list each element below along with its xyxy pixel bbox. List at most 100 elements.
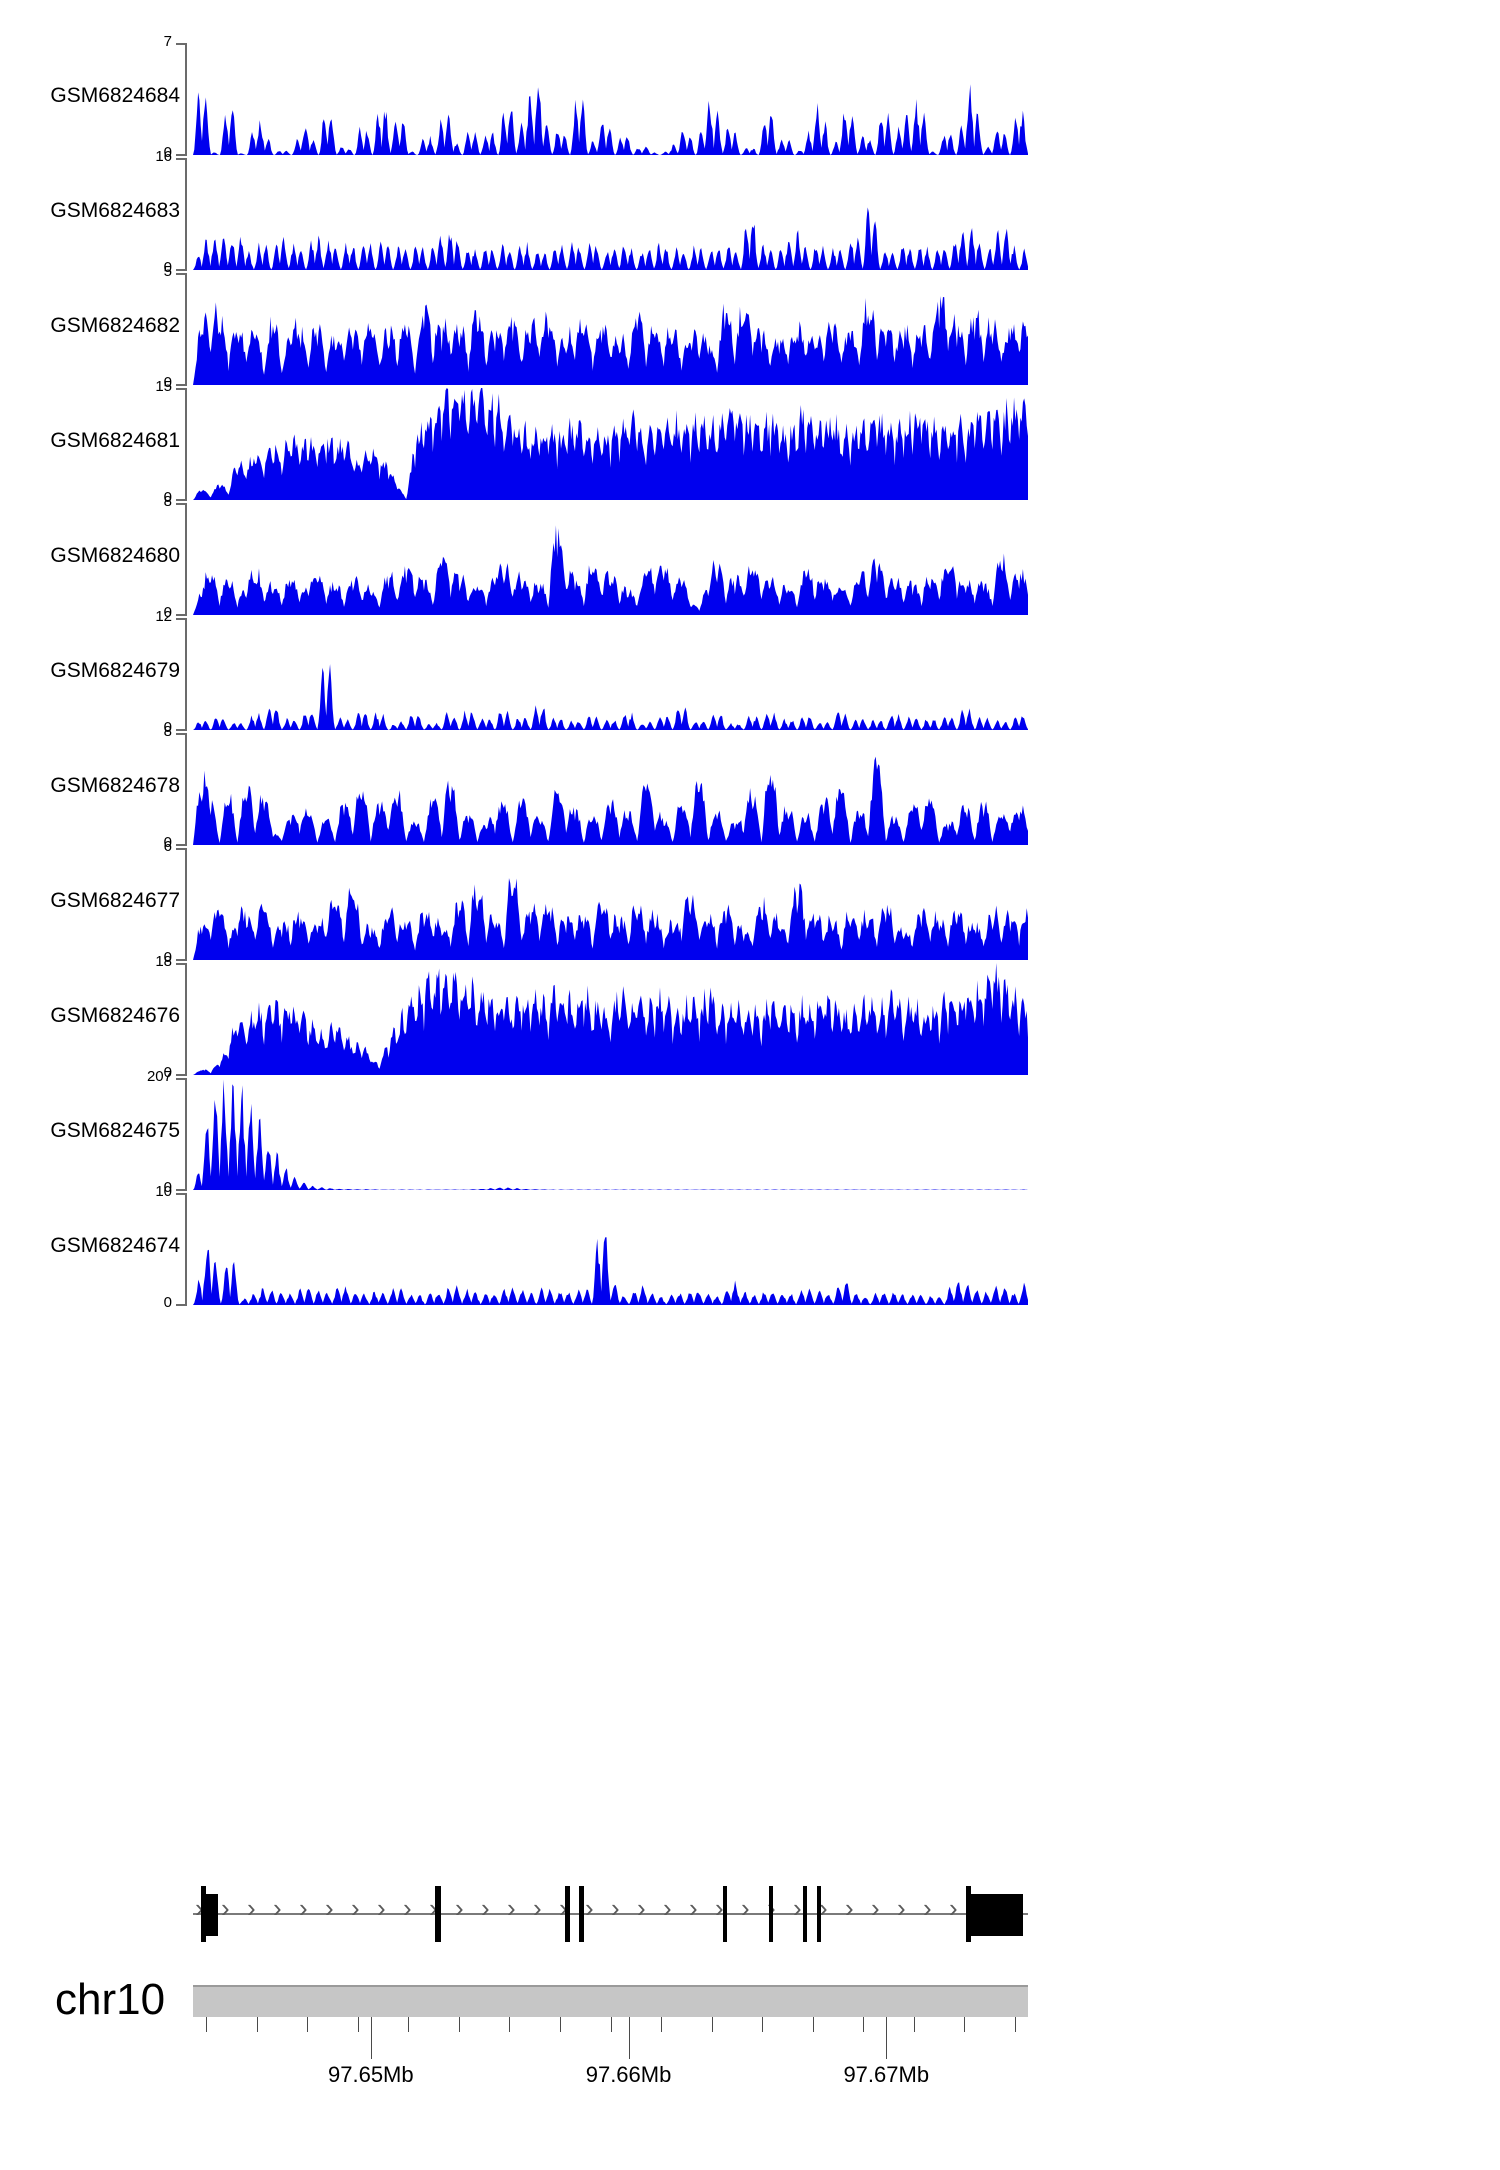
coverage-area-svg: [193, 388, 1028, 500]
y-axis-tick-min: [176, 384, 187, 386]
y-axis-tick-min: [176, 1304, 187, 1306]
y-axis-line: [185, 1078, 187, 1190]
y-axis-min-label: 0: [163, 489, 172, 506]
strand-arrow-icon: ›: [325, 1893, 334, 1923]
strand-arrow-icon: ›: [403, 1893, 412, 1923]
y-axis-tick-min: [176, 614, 187, 616]
gene-exon: [970, 1894, 1023, 1936]
y-axis-tick-max: [176, 273, 187, 275]
gene-exon-bar: [723, 1886, 728, 1942]
coverage-plot-area: [193, 503, 1028, 615]
coverage-plot-area: [193, 618, 1028, 730]
gene-exon-bar: [802, 1886, 807, 1942]
strand-arrow-icon: ›: [481, 1893, 490, 1923]
track-label-GSM6824684: GSM6824684: [50, 84, 180, 107]
ruler-minor-tick: [610, 2017, 612, 2032]
y-axis-tick-max: [176, 963, 187, 965]
coverage-track-GSM6824678: GSM6824678 8 0: [0, 723, 1500, 851]
ruler-minor-tick: [812, 2017, 814, 2032]
strand-arrow-icon: ›: [689, 1893, 698, 1923]
strand-arrow-icon: ›: [949, 1893, 958, 1923]
track-label-GSM6824681: GSM6824681: [50, 429, 180, 452]
ruler-minor-tick: [357, 2017, 359, 2032]
strand-arrow-icon: ›: [897, 1893, 906, 1923]
coverage-area-svg: [193, 207, 1028, 270]
coverage-plot-area: [193, 43, 1028, 155]
strand-arrow-icon: ›: [195, 1893, 204, 1923]
y-axis-min-label: 0: [163, 144, 172, 161]
ruler-minor-tick: [762, 2017, 764, 2032]
ruler-minor-tick: [711, 2017, 713, 2032]
track-label-GSM6824674: GSM6824674: [50, 1234, 180, 1257]
y-axis-max-label: 207: [146, 1068, 172, 1085]
coverage-area-svg: [193, 84, 1028, 155]
strand-arrow-icon: ›: [871, 1893, 880, 1923]
y-axis-max-label: 12: [155, 608, 172, 625]
track-label-GSM6824680: GSM6824680: [50, 544, 180, 567]
y-axis-min-label: 0: [163, 1064, 172, 1081]
ruler-label: 97.67Mb: [843, 2062, 930, 2087]
y-axis-max-label: 10: [155, 1183, 172, 1200]
track-label-GSM6824675: GSM6824675: [50, 1119, 180, 1142]
ruler-minor-tick: [206, 2017, 207, 2032]
y-axis-line: [185, 43, 187, 155]
strand-arrow-icon: ›: [663, 1893, 672, 1923]
ruler-minor-tick: [1015, 2017, 1016, 2032]
coverage-track-GSM6824676: GSM6824676 18 0: [0, 953, 1500, 1081]
strand-arrow-icon: ›: [351, 1893, 360, 1923]
track-label-GSM6824679: GSM6824679: [50, 659, 180, 682]
y-axis-line: [185, 273, 187, 385]
strand-arrow-icon: ›: [377, 1893, 386, 1923]
y-axis-line: [185, 388, 187, 500]
ruler-minor-tick: [964, 2017, 966, 2032]
y-axis-max-label: 8: [163, 493, 172, 510]
strand-arrow-icon: ›: [611, 1893, 620, 1923]
y-axis-tick-max: [176, 43, 187, 45]
y-axis-tick-min: [176, 844, 187, 846]
y-axis-min-label: 0: [163, 1179, 172, 1196]
y-axis-tick-max: [176, 1078, 187, 1080]
y-axis-min-label: 0: [163, 1294, 172, 1311]
track-label-GSM6824677: GSM6824677: [50, 889, 180, 912]
coverage-plot-area: [193, 963, 1028, 1075]
strand-arrow-icon: ›: [715, 1893, 724, 1923]
strand-arrow-icon: ›: [819, 1893, 828, 1923]
strand-arrow-icon: ›: [221, 1893, 230, 1923]
ruler-minor-tick: [661, 2017, 663, 2032]
y-axis-tick-min: [176, 154, 187, 156]
y-axis-max-label: 18: [155, 953, 172, 970]
y-axis-min-label: 0: [163, 604, 172, 621]
ruler-major-tick: [370, 2017, 372, 2059]
y-axis-tick-min: [176, 959, 187, 961]
ruler-minor-tick: [307, 2017, 309, 2032]
strand-arrow-icon: ›: [845, 1893, 854, 1923]
y-axis-max-label: 8: [163, 723, 172, 740]
coverage-plot-area: [193, 848, 1028, 960]
y-axis-min-label: 0: [163, 949, 172, 966]
ruler-minor-tick: [863, 2017, 865, 2032]
coverage-track-GSM6824674: GSM6824674 10 0: [0, 1183, 1500, 1311]
strand-arrow-icon: ›: [585, 1893, 594, 1923]
gene-exon-bar: [201, 1886, 207, 1942]
ruler-major-tick: [628, 2017, 630, 2059]
y-axis-tick-min: [176, 269, 187, 271]
ruler-minor-tick: [913, 2017, 915, 2032]
track-label-GSM6824678: GSM6824678: [50, 774, 180, 797]
y-axis-line: [185, 618, 187, 730]
y-axis-tick-max: [176, 733, 187, 735]
track-label-GSM6824676: GSM6824676: [50, 1004, 180, 1027]
ideogram-bar: [193, 1985, 1028, 2017]
coverage-plot-area: [193, 733, 1028, 845]
y-axis-min-label: 0: [163, 374, 172, 391]
strand-arrow-icon: ›: [923, 1893, 932, 1923]
gene-exon-bar: [565, 1886, 571, 1942]
coverage-plot-area: [193, 388, 1028, 500]
y-axis-tick-max: [176, 618, 187, 620]
ruler-minor-tick: [509, 2017, 511, 2032]
y-axis-tick-min: [176, 1189, 187, 1191]
strand-arrow-icon: ›: [637, 1893, 646, 1923]
y-axis-tick-max: [176, 1193, 187, 1195]
y-axis-max-label: 7: [163, 33, 172, 50]
y-axis-tick-min: [176, 1074, 187, 1076]
